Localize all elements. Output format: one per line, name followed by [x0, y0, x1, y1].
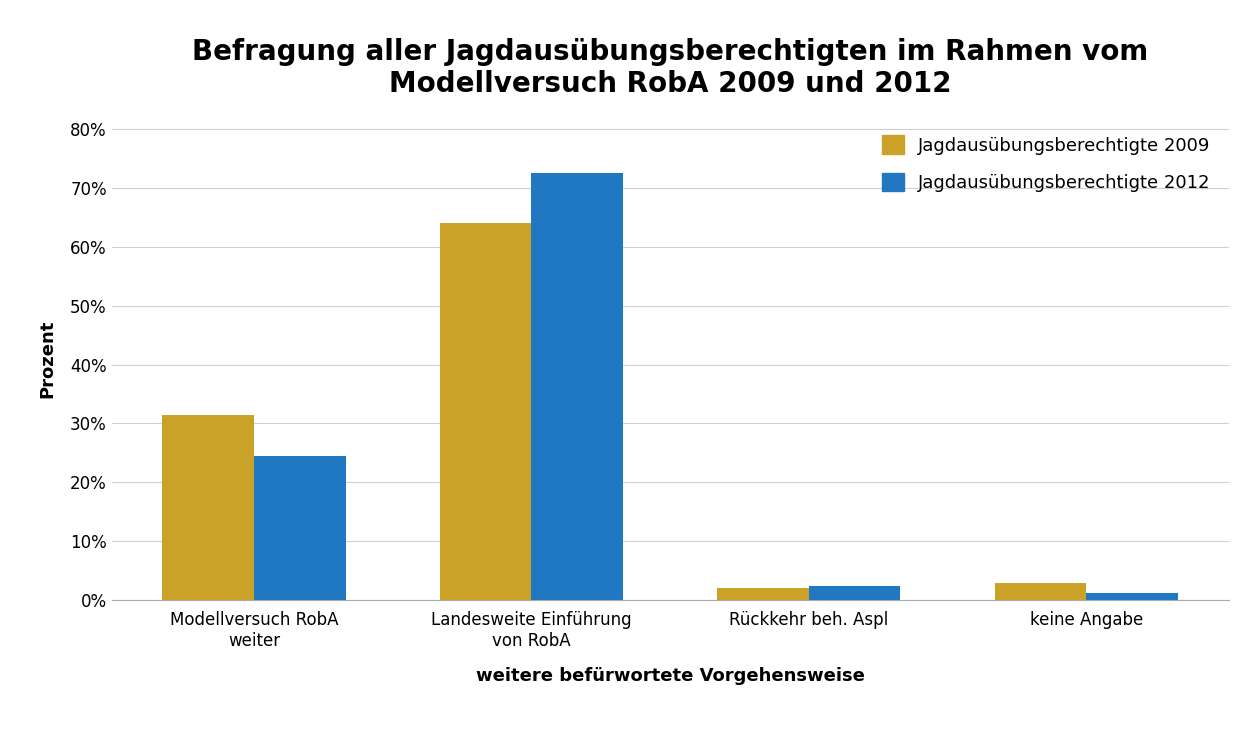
- Bar: [531, 173, 623, 600]
- X-axis label: weitere befürwortete Vorgehensweise: weitere befürwortete Vorgehensweise: [475, 667, 865, 685]
- Bar: [995, 583, 1086, 600]
- Bar: [717, 589, 809, 600]
- Bar: [439, 223, 531, 600]
- Legend: Jagdausübungsberechtigte 2009, Jagdausübungsberechtigte 2012: Jagdausübungsberechtigte 2009, Jagdausüb…: [872, 126, 1220, 201]
- Title: Befragung aller Jagdausübungsberechtigten im Rahmen vom
Modellversuch RobA 2009 : Befragung aller Jagdausübungsberechtigte…: [192, 38, 1148, 98]
- Bar: [1086, 593, 1178, 600]
- Bar: [254, 456, 345, 600]
- Y-axis label: Prozent: Prozent: [38, 319, 56, 398]
- Bar: [809, 586, 901, 600]
- Bar: [163, 414, 254, 600]
